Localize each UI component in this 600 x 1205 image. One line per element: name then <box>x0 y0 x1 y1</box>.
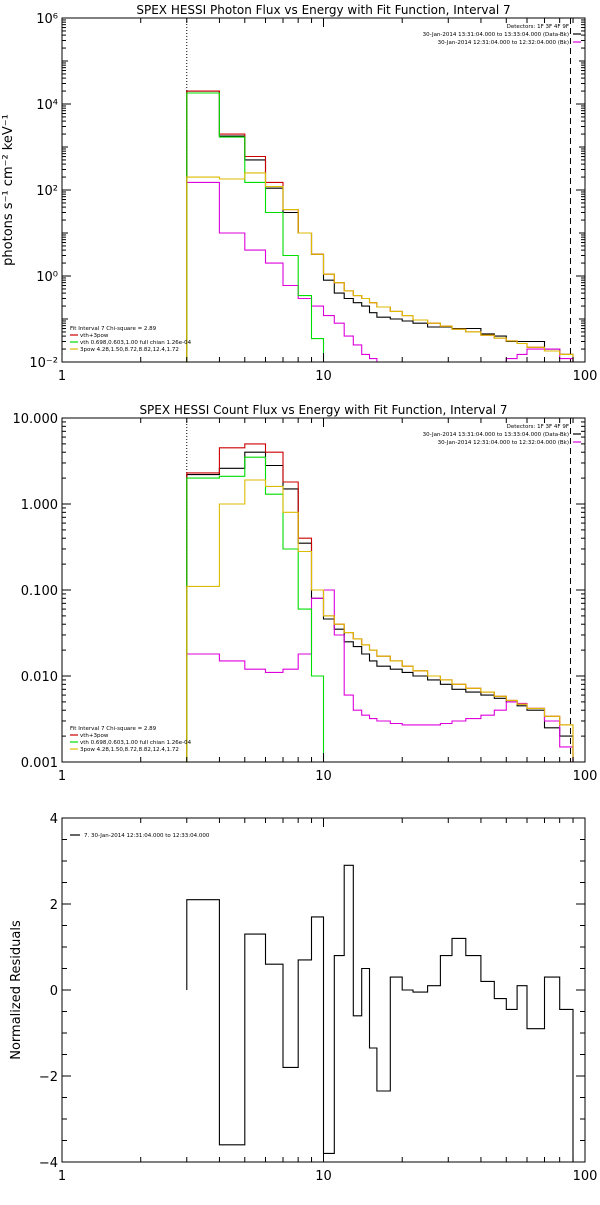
legend-left-text: Fit Interval 7 Chi-square = 2.89 <box>70 326 157 332</box>
legend-left-text: Fit Interval 7 Chi-square = 2.89 <box>70 726 157 732</box>
legend-right-text: Detectors: 1F 3F 4F 9F <box>507 24 569 30</box>
series-vth <box>186 456 335 762</box>
plot-title: SPEX HESSI Photon Flux vs Energy with Fi… <box>136 3 510 17</box>
series-data-bk <box>186 90 574 362</box>
y-tick-label: −4 <box>39 1156 58 1171</box>
legend-left-text: vth 0.698,0.603,1.00 full chian 1.26e-04 <box>80 340 192 346</box>
x-tick-label: 10 <box>315 769 332 784</box>
y-tick-label: −2 <box>39 1070 58 1085</box>
series-group <box>186 864 574 1162</box>
series-3pow <box>186 172 574 362</box>
plot-title: SPEX HESSI Count Flux vs Energy with Fit… <box>139 403 507 417</box>
y-tick-label: 10⁴ <box>36 98 58 113</box>
series-group <box>186 443 574 762</box>
y-tick-label: 10⁰ <box>36 270 58 285</box>
legend-right-text: 30-Jan-2014 13:31:04.000 to 13:33:04.000… <box>423 32 569 38</box>
y-tick-label: 10⁶ <box>36 12 58 27</box>
y-tick-label: 0.100 <box>21 584 58 599</box>
series-bk <box>186 589 574 762</box>
y-tick-label: 10⁻² <box>29 356 58 371</box>
series-bk <box>186 181 574 362</box>
series-7-30-jan-2014-12-31-04-0 <box>186 864 574 1162</box>
x-tick-label: 100 <box>573 369 598 384</box>
legend-left-text: vth+3pow <box>80 733 109 739</box>
series-vth-3pow <box>186 90 574 362</box>
x-tick-label: 1 <box>58 1169 66 1184</box>
y-tick-label: 4 <box>50 812 58 827</box>
y-tick-label: 10² <box>36 184 58 199</box>
legend-left-text: 3pow 4.28,1.50,8.72,8.82,12.4,1.72 <box>80 747 179 753</box>
x-tick-label: 1 <box>58 369 66 384</box>
panel-photon: SPEX HESSI Photon Flux vs Energy with Fi… <box>1 3 597 384</box>
y-axis-label: Normalized Residuals <box>9 920 24 1060</box>
y-tick-label: 0.010 <box>21 670 58 685</box>
legend-right-text: 30-Jan-2014 12:31:04.000 to 12:32:04.000… <box>438 40 569 46</box>
legend-right-text: 30-Jan-2014 12:31:04.000 to 12:32:04.000… <box>438 440 569 446</box>
series-3pow <box>186 479 574 762</box>
panel-resid: Normalized Residuals 1 10 100 −4 −2 0 2 4 7. 30-J… <box>9 812 597 1184</box>
y-tick-label: 1.000 <box>21 498 58 513</box>
y-axis-label: photons s⁻¹ cm⁻² keV⁻¹ <box>1 114 16 266</box>
x-tick-label: 10 <box>315 1169 332 1184</box>
y-tick-label: 0 <box>50 984 58 999</box>
x-tick-label: 100 <box>573 1169 598 1184</box>
series-vth <box>186 92 335 362</box>
legend-right-text: 30-Jan-2014 13:31:04.000 to 13:33:04.000… <box>423 432 569 438</box>
x-tick-label: 1 <box>58 769 66 784</box>
panel-count: SPEX HESSI Count Flux vs Energy with Fit… <box>13 403 598 784</box>
series-group <box>186 90 574 362</box>
legend-left-text: vth 0.698,0.603,1.00 full chian 1.26e-04 <box>80 740 192 746</box>
y-tick-label: 2 <box>50 898 58 913</box>
legend-left-text: 3pow 4.28,1.50,8.72,8.82,12.4,1.72 <box>80 347 179 353</box>
x-tick-label: 100 <box>573 769 598 784</box>
y-tick-label: 0.001 <box>21 756 58 771</box>
legend-left-text: vth+3pow <box>80 333 109 339</box>
x-tick-label: 10 <box>315 369 332 384</box>
legend-right-text: Detectors: 1F 3F 4F 9F <box>507 424 569 430</box>
legend-left-text: 7. 30-Jan-2014 12:31:04.000 to 12:33:04.… <box>84 833 210 839</box>
y-tick-label: 10.000 <box>13 412 59 427</box>
